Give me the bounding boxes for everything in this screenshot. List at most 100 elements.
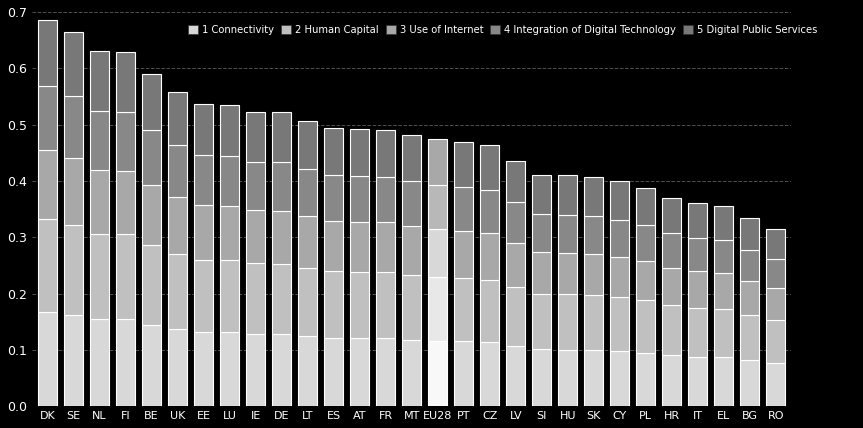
Bar [299, 216, 317, 268]
Bar [532, 294, 551, 350]
Bar [610, 181, 629, 220]
Bar [38, 21, 57, 86]
Bar [402, 274, 421, 340]
Bar [532, 252, 551, 294]
Bar [324, 338, 343, 406]
Bar [38, 86, 57, 150]
Bar [428, 184, 447, 229]
Bar [402, 181, 421, 226]
Bar [38, 312, 57, 406]
Bar [64, 315, 83, 406]
Bar [376, 339, 395, 406]
Bar [246, 334, 265, 406]
Bar [766, 363, 785, 406]
Bar [636, 187, 655, 225]
Bar [246, 112, 265, 162]
Bar [584, 177, 603, 216]
Bar [402, 226, 421, 274]
Bar [481, 280, 499, 342]
Bar [454, 278, 473, 342]
Bar [663, 355, 681, 406]
Bar [507, 287, 525, 346]
Bar [766, 259, 785, 288]
Bar [558, 294, 577, 350]
Bar [402, 135, 421, 181]
Bar [532, 350, 551, 406]
Bar [168, 146, 187, 197]
Bar [663, 198, 681, 233]
Bar [766, 320, 785, 363]
Bar [272, 264, 291, 334]
Bar [90, 170, 109, 234]
Bar [481, 233, 499, 280]
Bar [272, 162, 291, 211]
Bar [532, 214, 551, 252]
Bar [376, 272, 395, 339]
Bar [168, 329, 187, 406]
Bar [64, 96, 83, 158]
Bar [715, 206, 734, 240]
Bar [220, 260, 239, 333]
Bar [64, 225, 83, 315]
Bar [350, 176, 369, 222]
Bar [402, 340, 421, 406]
Bar [663, 233, 681, 268]
Bar [610, 297, 629, 351]
Bar [194, 332, 213, 406]
Bar [689, 357, 707, 406]
Bar [272, 334, 291, 406]
Bar [220, 156, 239, 206]
Bar [507, 243, 525, 287]
Bar [246, 162, 265, 210]
Bar [90, 234, 109, 319]
Bar [376, 130, 395, 177]
Bar [558, 253, 577, 294]
Bar [246, 210, 265, 263]
Bar [481, 146, 499, 190]
Bar [299, 336, 317, 406]
Bar [636, 261, 655, 300]
Legend: 1 Connectivity, 2 Human Capital, 3 Use of Internet, 4 Integration of Digital Tec: 1 Connectivity, 2 Human Capital, 3 Use o… [184, 21, 822, 39]
Bar [90, 111, 109, 170]
Bar [689, 238, 707, 271]
Bar [740, 360, 759, 406]
Bar [740, 281, 759, 315]
Bar [324, 271, 343, 338]
Bar [715, 273, 734, 309]
Bar [481, 190, 499, 233]
Bar [715, 240, 734, 273]
Bar [117, 52, 135, 112]
Bar [558, 350, 577, 406]
Bar [689, 271, 707, 308]
Bar [142, 325, 161, 406]
Bar [117, 112, 135, 171]
Bar [610, 351, 629, 406]
Bar [168, 197, 187, 254]
Bar [220, 333, 239, 406]
Bar [64, 32, 83, 96]
Bar [220, 206, 239, 260]
Bar [715, 357, 734, 406]
Bar [740, 217, 759, 250]
Bar [376, 177, 395, 222]
Bar [324, 175, 343, 221]
Bar [507, 160, 525, 202]
Bar [766, 288, 785, 320]
Bar [194, 104, 213, 155]
Bar [454, 187, 473, 231]
Bar [636, 225, 655, 261]
Bar [740, 250, 759, 281]
Bar [194, 155, 213, 205]
Bar [454, 142, 473, 187]
Bar [507, 346, 525, 406]
Bar [142, 131, 161, 185]
Bar [636, 300, 655, 353]
Bar [64, 158, 83, 225]
Bar [272, 112, 291, 162]
Bar [299, 169, 317, 216]
Bar [168, 92, 187, 146]
Bar [689, 308, 707, 357]
Bar [246, 263, 265, 334]
Bar [610, 257, 629, 297]
Bar [90, 51, 109, 111]
